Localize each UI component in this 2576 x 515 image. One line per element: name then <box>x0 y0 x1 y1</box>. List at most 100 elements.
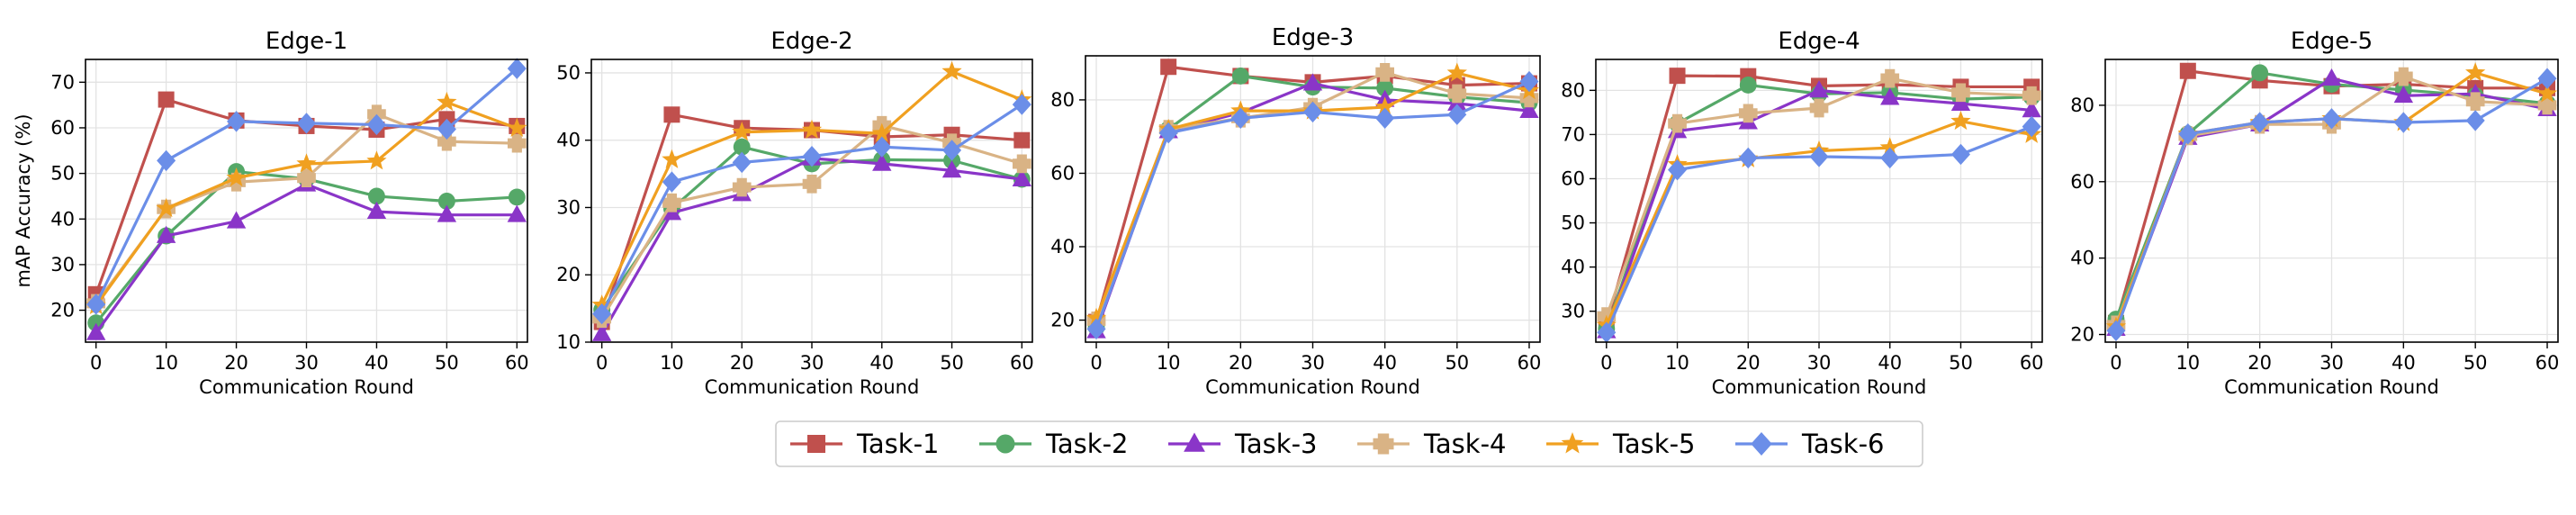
y-tick-label: 50 <box>556 62 581 84</box>
y-tick-label: 50 <box>50 163 75 185</box>
data-point-task-5-x50 <box>941 60 962 80</box>
data-point-task-6-x0 <box>86 294 106 315</box>
series-task-4 <box>1597 68 2041 326</box>
series-task-6 <box>86 58 527 315</box>
legend-marker-task-1 <box>807 435 825 453</box>
chart-panels: 0 10 20 30 40 50 60 20 30 40 50 60 70 Edge-1 Communica… <box>13 24 2559 398</box>
data-point-task-3-x0 <box>591 323 612 341</box>
data-point-task-5-x30 <box>801 119 823 139</box>
data-point-task-4-x50 <box>2465 92 2485 112</box>
data-point-task-5-x20 <box>226 167 247 187</box>
data-point-task-6-x60 <box>507 58 527 79</box>
data-point-task-1-x10 <box>1669 68 1686 85</box>
legend-marker-task-4 <box>1373 433 1394 455</box>
x-tick-label: 10 <box>1157 352 1181 374</box>
y-tick-label: 60 <box>1561 167 1585 189</box>
data-point-task-6-x0 <box>1597 321 1617 343</box>
legend-label-task-1: Task-1 <box>856 429 940 459</box>
x-tick-label: 10 <box>1665 352 1689 374</box>
panel-edge-3: 0 10 20 30 40 50 60 20 40 60 80 Edge-3 Communication… <box>1050 24 1541 398</box>
data-point-task-5-x40 <box>366 150 387 170</box>
panel-edge-5: 0 10 20 30 40 50 60 20 40 60 80 Edge-5 Communication… <box>2070 28 2559 398</box>
data-point-task-5-x50 <box>1446 62 1467 82</box>
data-point-task-3-x60 <box>2022 100 2041 118</box>
y-tick-label: 60 <box>50 117 75 139</box>
data-point-task-6-x40 <box>872 136 892 158</box>
x-tick-label: 60 <box>2535 352 2560 374</box>
data-point-task-4-x50 <box>437 131 456 151</box>
data-point-task-6-x60 <box>1012 94 1031 115</box>
chart-legend: Task-1 Task-2 Task-3 Task-4 Task-5 Task-6 <box>775 420 1923 467</box>
data-point-task-6-x10 <box>2178 123 2198 145</box>
x-tick-label: 20 <box>1736 352 1761 374</box>
y-tick-label: 40 <box>1561 257 1585 278</box>
data-point-task-6-x10 <box>1668 158 1688 181</box>
x-axis-label: Communication Round <box>1205 376 1420 398</box>
data-point-task-6-x30 <box>2321 108 2342 130</box>
data-point-task-6-x10 <box>662 171 681 193</box>
data-point-task-5-x50 <box>2465 62 2486 82</box>
y-tick-label: 80 <box>1561 79 1585 101</box>
x-axis-label: Communication Round <box>199 376 414 398</box>
panel-title: Edge-5 <box>2291 28 2373 55</box>
series-task-6 <box>1597 115 2041 343</box>
legend-item-task-1: Task-1 <box>790 429 940 459</box>
legend-item-task-4: Task-4 <box>1357 429 1507 459</box>
x-tick-label: 10 <box>154 352 178 374</box>
data-point-task-5-x60 <box>507 117 527 137</box>
y-tick-label: 20 <box>50 300 75 321</box>
data-point-task-2-x40 <box>367 187 385 205</box>
data-point-task-6-x40 <box>1375 107 1395 130</box>
data-point-task-2-x20 <box>2251 64 2269 82</box>
data-point-task-4-x60 <box>1012 154 1031 174</box>
y-tick-label: 20 <box>2070 324 2094 346</box>
data-point-task-1-x10 <box>158 91 175 108</box>
data-point-task-4-x20 <box>1738 104 1758 123</box>
data-point-task-6-x20 <box>227 111 247 132</box>
panel-edge-1: 0 10 20 30 40 50 60 20 30 40 50 60 70 Edge-1 Communica… <box>13 28 529 398</box>
y-tick-label: 20 <box>556 264 581 285</box>
x-tick-label: 50 <box>435 352 459 374</box>
data-point-task-4-x20 <box>732 177 752 197</box>
panel-title: Edge-2 <box>770 28 852 55</box>
x-axis-label: Communication Round <box>2224 376 2439 398</box>
data-point-task-5-x0 <box>1085 307 1107 327</box>
data-point-task-5-x60 <box>2536 83 2558 103</box>
data-point-task-3-x0 <box>86 322 106 340</box>
x-tick-label: 50 <box>940 352 964 374</box>
data-point-task-1-x10 <box>1160 59 1177 76</box>
legend-item-task-2: Task-2 <box>979 429 1129 459</box>
y-tick-label: 60 <box>1050 162 1075 184</box>
data-point-task-4-x40 <box>2393 67 2413 86</box>
data-point-task-3-x40 <box>2393 86 2414 104</box>
x-tick-label: 60 <box>1518 352 1542 374</box>
data-point-task-5-x20 <box>732 122 752 141</box>
data-point-task-4-x30 <box>802 174 822 194</box>
series-task-6 <box>1086 70 1539 340</box>
data-point-task-5-x50 <box>437 91 457 112</box>
series-task-6 <box>2106 68 2557 341</box>
data-point-task-3-x50 <box>1950 93 1971 111</box>
y-tick-label: 50 <box>1561 212 1585 234</box>
data-point-task-6-x20 <box>2250 112 2270 133</box>
y-tick-label: 70 <box>50 71 75 93</box>
x-tick-label: 0 <box>90 352 102 374</box>
y-tick-label: 30 <box>1561 301 1585 322</box>
data-point-task-3-x60 <box>507 204 527 222</box>
x-tick-label: 40 <box>1878 352 1902 374</box>
data-point-task-3-x60 <box>1012 168 1032 186</box>
x-tick-label: 20 <box>224 352 248 374</box>
data-point-task-1-x60 <box>1013 131 1031 149</box>
x-tick-label: 40 <box>869 352 894 374</box>
data-point-task-6-x30 <box>296 113 317 134</box>
series-task-6 <box>592 94 1031 325</box>
data-point-task-4-x10 <box>1668 113 1687 133</box>
data-point-task-6-x40 <box>2393 112 2413 133</box>
x-tick-label: 0 <box>596 352 608 374</box>
data-point-task-5-x10 <box>156 197 176 218</box>
x-tick-label: 50 <box>1445 352 1469 374</box>
legend-label-task-4: Task-4 <box>1423 429 1507 459</box>
x-tick-label: 60 <box>2020 352 2044 374</box>
data-point-task-6-x50 <box>1447 104 1467 125</box>
